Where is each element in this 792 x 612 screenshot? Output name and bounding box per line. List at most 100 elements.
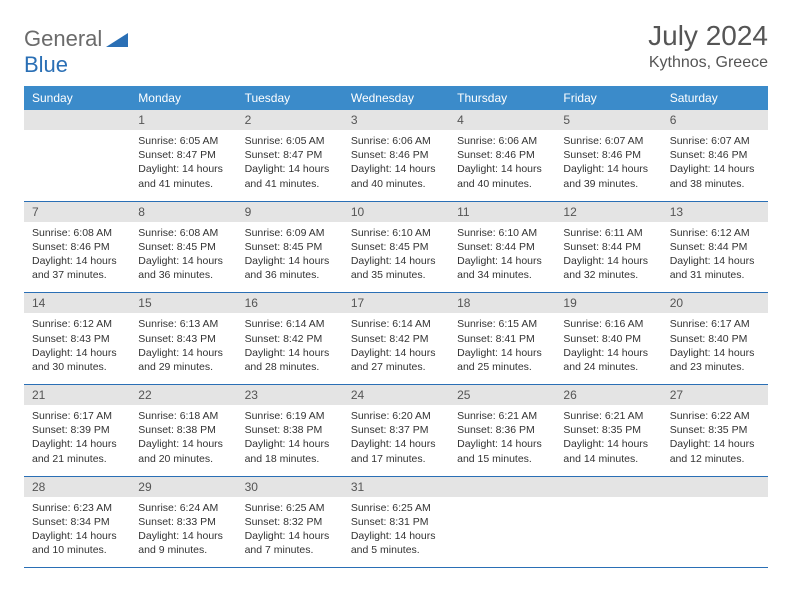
daylight-line: Daylight: 14 hours and 9 minutes. xyxy=(138,530,223,556)
month-title: July 2024 xyxy=(648,20,768,52)
day-cell: Sunrise: 6:23 AMSunset: 8:34 PMDaylight:… xyxy=(24,497,130,568)
weekday-header: Wednesday xyxy=(343,86,449,110)
daylight-line: Daylight: 14 hours and 34 minutes. xyxy=(457,255,542,281)
sunrise-line: Sunrise: 6:10 AM xyxy=(457,227,537,239)
daylight-line: Daylight: 14 hours and 35 minutes. xyxy=(351,255,436,281)
daylight-line: Daylight: 14 hours and 36 minutes. xyxy=(245,255,330,281)
day-cell: Sunrise: 6:25 AMSunset: 8:32 PMDaylight:… xyxy=(237,497,343,568)
day-number: 16 xyxy=(237,293,343,313)
calendar-table: SundayMondayTuesdayWednesdayThursdayFrid… xyxy=(24,86,768,568)
sunset-line: Sunset: 8:35 PM xyxy=(563,424,641,436)
day-cell: Sunrise: 6:13 AMSunset: 8:43 PMDaylight:… xyxy=(130,313,236,384)
sunrise-line: Sunrise: 6:22 AM xyxy=(670,410,750,422)
header: General July 2024 Kythnos, Greece xyxy=(24,20,768,72)
sunset-line: Sunset: 8:46 PM xyxy=(670,149,748,161)
sunrise-line: Sunrise: 6:17 AM xyxy=(670,318,750,330)
daynum-row: 21222324252627 xyxy=(24,385,768,406)
day-number: 11 xyxy=(449,202,555,222)
day-cell: Sunrise: 6:10 AMSunset: 8:44 PMDaylight:… xyxy=(449,222,555,293)
day-number: 25 xyxy=(449,385,555,405)
sunset-line: Sunset: 8:37 PM xyxy=(351,424,429,436)
day-number: 3 xyxy=(343,110,449,130)
day-cell: Sunrise: 6:05 AMSunset: 8:47 PMDaylight:… xyxy=(130,130,236,201)
day-cell: Sunrise: 6:09 AMSunset: 8:45 PMDaylight:… xyxy=(237,222,343,293)
sunrise-line: Sunrise: 6:19 AM xyxy=(245,410,325,422)
sunset-line: Sunset: 8:36 PM xyxy=(457,424,535,436)
day-number: 23 xyxy=(237,385,343,405)
day-number: 28 xyxy=(24,477,130,497)
day-cell: Sunrise: 6:12 AMSunset: 8:44 PMDaylight:… xyxy=(662,222,768,293)
sunrise-line: Sunrise: 6:21 AM xyxy=(563,410,643,422)
sunset-line: Sunset: 8:38 PM xyxy=(138,424,216,436)
weekday-header: Saturday xyxy=(662,86,768,110)
sunrise-line: Sunrise: 6:09 AM xyxy=(245,227,325,239)
sunset-line: Sunset: 8:40 PM xyxy=(563,333,641,345)
day-number: 14 xyxy=(24,293,130,313)
day-cell: Sunrise: 6:07 AMSunset: 8:46 PMDaylight:… xyxy=(555,130,661,201)
day-number: 4 xyxy=(449,110,555,130)
weekday-header: Thursday xyxy=(449,86,555,110)
day-cell: Sunrise: 6:07 AMSunset: 8:46 PMDaylight:… xyxy=(662,130,768,201)
daylight-line: Daylight: 14 hours and 32 minutes. xyxy=(563,255,648,281)
sunset-line: Sunset: 8:46 PM xyxy=(457,149,535,161)
day-number: 12 xyxy=(555,202,661,222)
daylight-line: Daylight: 14 hours and 10 minutes. xyxy=(32,530,117,556)
sunset-line: Sunset: 8:46 PM xyxy=(563,149,641,161)
sunrise-line: Sunrise: 6:21 AM xyxy=(457,410,537,422)
day-cell: Sunrise: 6:21 AMSunset: 8:35 PMDaylight:… xyxy=(555,405,661,476)
sunrise-line: Sunrise: 6:06 AM xyxy=(457,135,537,147)
day-cell: Sunrise: 6:11 AMSunset: 8:44 PMDaylight:… xyxy=(555,222,661,293)
day-number: 7 xyxy=(24,202,130,222)
daycontent-row: Sunrise: 6:23 AMSunset: 8:34 PMDaylight:… xyxy=(24,497,768,568)
daynum-row: 14151617181920 xyxy=(24,293,768,314)
daylight-line: Daylight: 14 hours and 37 minutes. xyxy=(32,255,117,281)
daynum-row: 123456 xyxy=(24,110,768,130)
day-cell: Sunrise: 6:22 AMSunset: 8:35 PMDaylight:… xyxy=(662,405,768,476)
sunrise-line: Sunrise: 6:18 AM xyxy=(138,410,218,422)
daylight-line: Daylight: 14 hours and 30 minutes. xyxy=(32,347,117,373)
sunset-line: Sunset: 8:35 PM xyxy=(670,424,748,436)
sunrise-line: Sunrise: 6:14 AM xyxy=(245,318,325,330)
day-cell: Sunrise: 6:08 AMSunset: 8:45 PMDaylight:… xyxy=(130,222,236,293)
logo: General xyxy=(24,20,130,52)
weekday-header: Friday xyxy=(555,86,661,110)
day-cell: Sunrise: 6:19 AMSunset: 8:38 PMDaylight:… xyxy=(237,405,343,476)
day-cell: Sunrise: 6:18 AMSunset: 8:38 PMDaylight:… xyxy=(130,405,236,476)
sunrise-line: Sunrise: 6:07 AM xyxy=(670,135,750,147)
sunset-line: Sunset: 8:43 PM xyxy=(138,333,216,345)
day-number: 2 xyxy=(237,110,343,130)
sunset-line: Sunset: 8:33 PM xyxy=(138,516,216,528)
weekday-header: Sunday xyxy=(24,86,130,110)
sunrise-line: Sunrise: 6:15 AM xyxy=(457,318,537,330)
sunrise-line: Sunrise: 6:08 AM xyxy=(32,227,112,239)
daylight-line: Daylight: 14 hours and 21 minutes. xyxy=(32,438,117,464)
sunrise-line: Sunrise: 6:12 AM xyxy=(32,318,112,330)
logo-text-general: General xyxy=(24,26,102,52)
day-cell: Sunrise: 6:17 AMSunset: 8:40 PMDaylight:… xyxy=(662,313,768,384)
weekday-header: Monday xyxy=(130,86,236,110)
day-number: 20 xyxy=(662,293,768,313)
sunrise-line: Sunrise: 6:11 AM xyxy=(563,227,642,239)
daycontent-row: Sunrise: 6:08 AM Sunset: 8:46 PM Daylight:… xyxy=(24,222,768,293)
day-number: 30 xyxy=(237,477,343,497)
day-number: 15 xyxy=(130,293,236,313)
daylight-line: Daylight: 14 hours and 25 minutes. xyxy=(457,347,542,373)
sunrise-line: Sunrise: 6:24 AM xyxy=(138,502,218,514)
sunrise-line: Sunrise: 6:06 AM xyxy=(351,135,431,147)
day-cell: Sunrise: 6:25 AMSunset: 8:31 PMDaylight:… xyxy=(343,497,449,568)
daylight-line: Daylight: 14 hours and 17 minutes. xyxy=(351,438,436,464)
sunrise-line: Sunrise: 6:17 AM xyxy=(32,410,112,422)
sunset-line: Sunset: 8:46 PM xyxy=(32,241,110,253)
day-number: 10 xyxy=(343,202,449,222)
daylight-line: Daylight: 14 hours and 40 minutes. xyxy=(457,163,542,189)
daylight-line: Daylight: 14 hours and 15 minutes. xyxy=(457,438,542,464)
sunrise-line: Sunrise: 6:13 AM xyxy=(138,318,218,330)
day-number: 18 xyxy=(449,293,555,313)
daylight-line: Daylight: 14 hours and 28 minutes. xyxy=(245,347,330,373)
day-cell: Sunrise: 6:24 AM Sunset: 8:33 PM Daylight:… xyxy=(130,497,236,568)
day-cell: Sunrise: 6:16 AMSunset: 8:40 PMDaylight:… xyxy=(555,313,661,384)
daylight-line: Daylight: 14 hours and 24 minutes. xyxy=(563,347,648,373)
sunset-line: Sunset: 8:45 PM xyxy=(351,241,429,253)
day-number: 8 xyxy=(130,202,236,222)
location-label: Kythnos, Greece xyxy=(648,54,768,72)
